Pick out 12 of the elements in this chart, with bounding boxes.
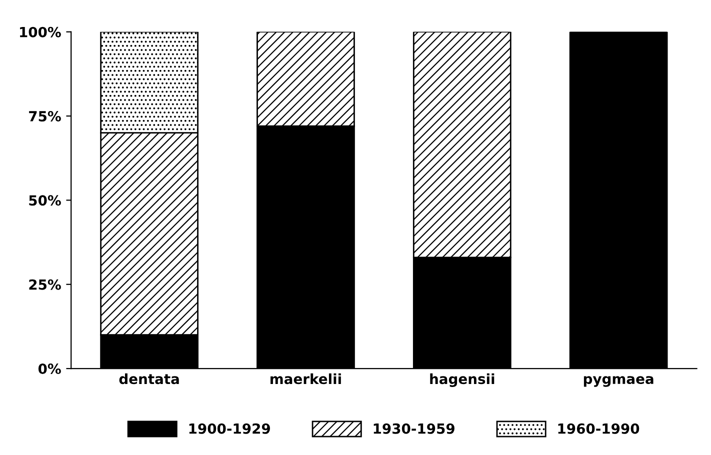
y-tick-label: 50% xyxy=(29,195,61,206)
y-tick-label: 100% xyxy=(20,26,61,38)
y-tick-label: 25% xyxy=(29,279,61,290)
x-tick-label: maerkelii xyxy=(270,373,341,384)
x-tick-label: dentata xyxy=(119,373,179,384)
legend-label: 1900-1929 xyxy=(189,423,270,434)
x-tick-label: pygmaea xyxy=(584,376,654,387)
legend-label: 1960-1990 xyxy=(558,423,640,434)
legend-label: 1930-1959 xyxy=(374,423,454,434)
y-tick-label: 75% xyxy=(29,110,61,122)
x-tick-label: hagensii xyxy=(430,373,494,387)
y-tick-label: 0% xyxy=(38,364,61,374)
